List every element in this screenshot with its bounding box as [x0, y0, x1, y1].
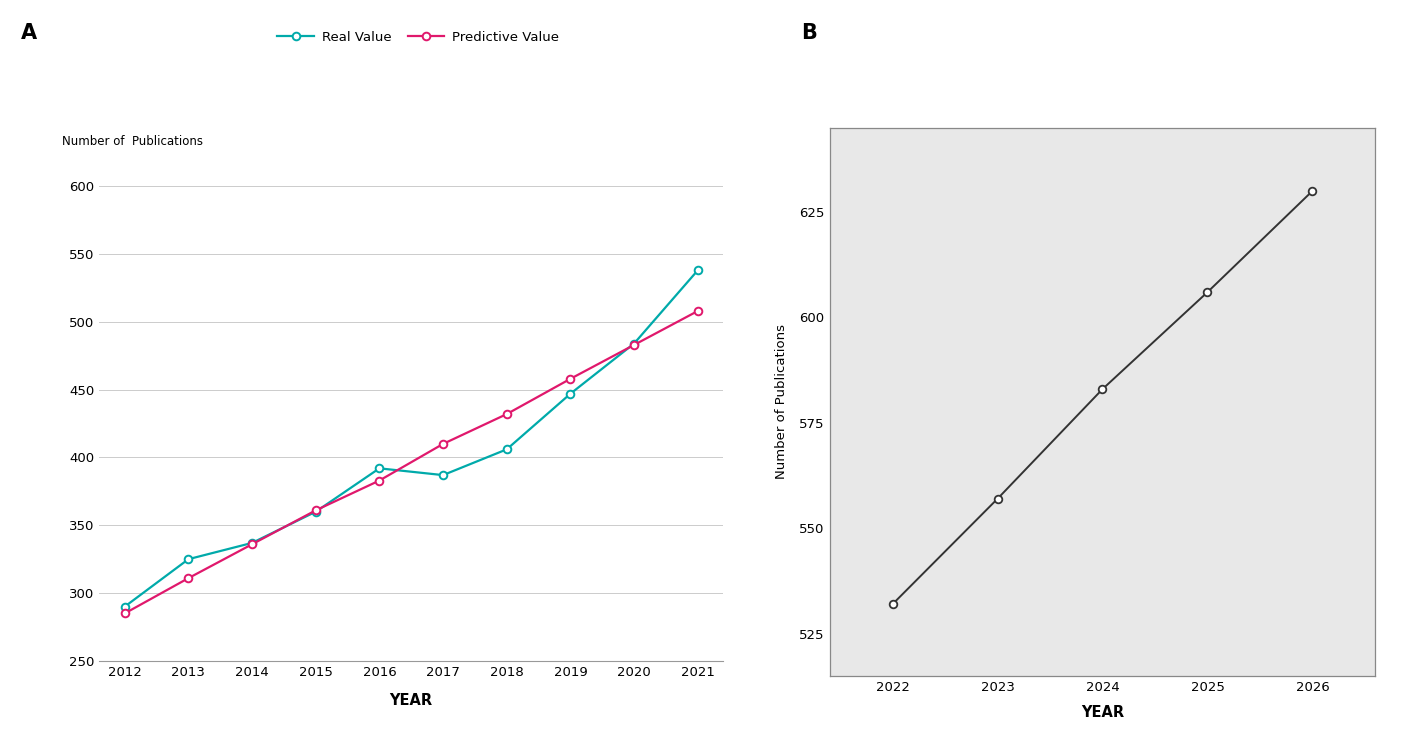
- X-axis label: YEAR: YEAR: [1081, 705, 1124, 720]
- Text: B: B: [801, 23, 817, 43]
- Text: Number of  Publications: Number of Publications: [62, 135, 203, 148]
- X-axis label: YEAR: YEAR: [390, 692, 432, 707]
- Y-axis label: Number of Publications: Number of Publications: [776, 324, 788, 479]
- Text: A: A: [21, 23, 37, 43]
- Legend: Real Value, Predictive Value: Real Value, Predictive Value: [272, 26, 564, 49]
